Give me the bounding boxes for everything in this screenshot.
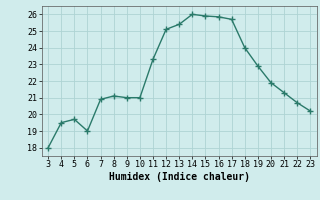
- X-axis label: Humidex (Indice chaleur): Humidex (Indice chaleur): [109, 172, 250, 182]
